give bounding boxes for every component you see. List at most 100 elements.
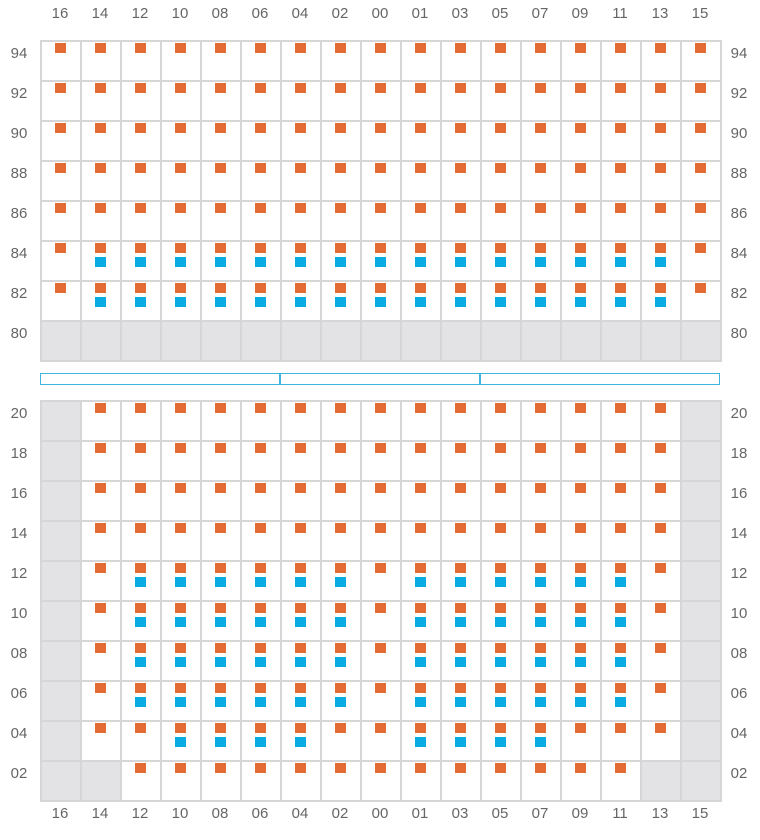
orange-marker: [335, 523, 346, 533]
slot-cell-disabled: [682, 522, 722, 562]
blue-marker: [215, 577, 226, 587]
orange-marker: [55, 203, 66, 213]
orange-marker: [295, 563, 306, 573]
orange-marker: [415, 163, 426, 173]
orange-marker: [535, 483, 546, 493]
orange-marker: [135, 723, 146, 733]
slot-cell[interactable]: [522, 82, 562, 122]
slot-cell[interactable]: [602, 442, 642, 482]
blue-marker: [535, 697, 546, 707]
slot-cell-disabled: [602, 322, 642, 362]
orange-marker: [55, 43, 66, 53]
row-label-right: 20: [730, 405, 748, 422]
blue-marker: [455, 697, 466, 707]
slot-cell[interactable]: [202, 82, 242, 122]
orange-marker: [295, 523, 306, 533]
orange-marker: [535, 603, 546, 613]
orange-marker: [255, 523, 266, 533]
orange-marker: [135, 123, 146, 133]
row-label-left: 02: [10, 765, 28, 782]
orange-marker: [575, 523, 586, 533]
orange-marker: [455, 563, 466, 573]
blue-marker: [455, 657, 466, 667]
orange-marker: [135, 523, 146, 533]
orange-marker: [255, 123, 266, 133]
slot-cell[interactable]: [82, 482, 122, 522]
slot-cell[interactable]: [522, 762, 562, 802]
slot-cell[interactable]: [442, 402, 482, 442]
slot-cell[interactable]: [522, 42, 562, 82]
orange-marker: [695, 83, 706, 93]
orange-marker: [335, 43, 346, 53]
orange-marker: [535, 203, 546, 213]
orange-marker: [335, 763, 346, 773]
slot-cell[interactable]: [482, 162, 522, 202]
blue-marker: [455, 297, 466, 307]
orange-marker: [335, 243, 346, 253]
orange-marker: [295, 163, 306, 173]
orange-marker: [215, 203, 226, 213]
slot-cell[interactable]: [602, 42, 642, 82]
orange-marker: [55, 123, 66, 133]
column-label-bottom: 09: [571, 805, 589, 822]
slot-cell[interactable]: [402, 402, 442, 442]
slot-cell[interactable]: [642, 82, 682, 122]
row-label-left: 94: [10, 45, 28, 62]
orange-marker: [455, 683, 466, 693]
column-label-top: 11: [612, 5, 628, 22]
slot-cell[interactable]: [442, 202, 482, 242]
orange-marker: [575, 283, 586, 293]
slot-cell[interactable]: [562, 82, 602, 122]
slot-cell[interactable]: [362, 522, 402, 562]
orange-marker: [615, 763, 626, 773]
row-label-left: 92: [10, 85, 28, 102]
orange-marker: [255, 683, 266, 693]
column-label-top: 00: [371, 5, 389, 22]
orange-marker: [655, 483, 666, 493]
orange-marker: [55, 163, 66, 173]
orange-marker: [415, 43, 426, 53]
slot-cell[interactable]: [362, 442, 402, 482]
slot-cell[interactable]: [362, 42, 402, 82]
orange-marker: [295, 43, 306, 53]
slot-cell[interactable]: [242, 202, 282, 242]
row-label-right: 06: [730, 685, 748, 702]
orange-marker: [495, 203, 506, 213]
slot-cell[interactable]: [522, 162, 562, 202]
orange-marker: [455, 723, 466, 733]
orange-marker: [295, 683, 306, 693]
column-label-bottom: 12: [131, 805, 149, 822]
orange-marker: [215, 403, 226, 413]
orange-marker: [695, 243, 706, 253]
blue-marker: [255, 697, 266, 707]
orange-marker: [95, 723, 106, 733]
slot-cell[interactable]: [322, 82, 362, 122]
divider-strip-segment: [40, 373, 280, 385]
orange-marker: [495, 43, 506, 53]
slot-cell[interactable]: [562, 522, 602, 562]
blue-marker: [495, 657, 506, 667]
blue-marker: [295, 657, 306, 667]
orange-marker: [375, 43, 386, 53]
slot-cell[interactable]: [202, 482, 242, 522]
slot-cell-disabled: [42, 482, 82, 522]
slot-cell[interactable]: [282, 82, 322, 122]
orange-marker: [135, 643, 146, 653]
blue-marker: [415, 577, 426, 587]
blue-marker: [455, 737, 466, 747]
column-label-top: 03: [451, 5, 469, 22]
slot-cell[interactable]: [602, 722, 642, 762]
orange-marker: [135, 43, 146, 53]
slot-cell[interactable]: [442, 42, 482, 82]
row-label-left: 82: [10, 285, 28, 302]
slot-cell[interactable]: [362, 682, 402, 722]
orange-marker: [695, 283, 706, 293]
column-label-bottom: 00: [371, 805, 389, 822]
orange-marker: [455, 123, 466, 133]
row-label-left: 12: [10, 565, 28, 582]
slot-cell[interactable]: [522, 122, 562, 162]
slot-cell[interactable]: [442, 442, 482, 482]
row-label-left: 06: [10, 685, 28, 702]
row-label-left: 80: [10, 325, 28, 342]
orange-marker: [415, 683, 426, 693]
